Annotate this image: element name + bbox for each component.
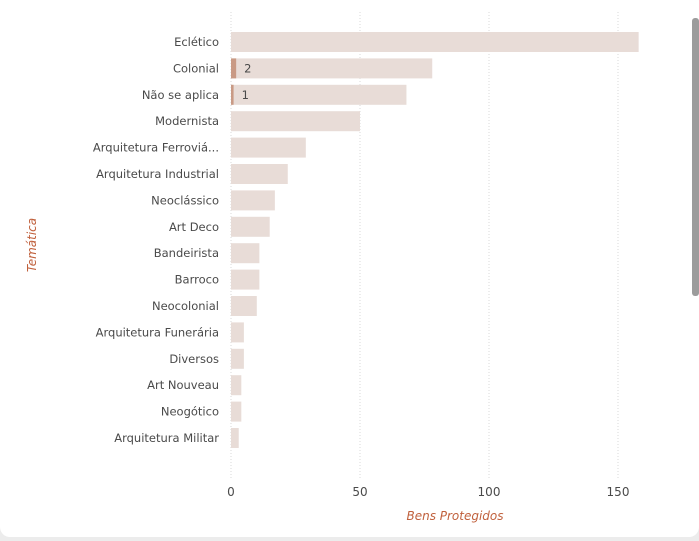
category-label: Neocolonial: [152, 299, 219, 313]
category-label: Arquitetura Funerária: [96, 325, 219, 339]
bar[interactable]: [231, 190, 275, 211]
category-label: Arquitetura Militar: [114, 431, 219, 445]
category-label: Bandeirista: [154, 246, 219, 260]
grid-lines: [230, 12, 619, 478]
bar[interactable]: [231, 322, 244, 343]
category-label: Diversos: [169, 352, 219, 366]
category-label: Neogótico: [161, 405, 219, 419]
category-label: Eclético: [174, 35, 219, 49]
category-label: Arquitetura Industrial: [96, 167, 219, 181]
bar[interactable]: [231, 269, 260, 290]
x-tick-labels: 0 50 100 150: [227, 485, 629, 499]
vertical-scrollbar[interactable]: [692, 18, 699, 296]
category-label: Colonial: [173, 61, 219, 75]
bar[interactable]: [231, 137, 306, 158]
bar[interactable]: [231, 164, 288, 184]
bar[interactable]: [231, 243, 260, 264]
category-label: Modernista: [155, 114, 219, 128]
highlight-bar[interactable]: [231, 58, 237, 79]
bars[interactable]: 21: [231, 32, 639, 448]
bar[interactable]: [231, 216, 270, 237]
bar[interactable]: [231, 375, 242, 396]
y-axis-title: Temática: [25, 218, 39, 272]
data-label: 2: [244, 61, 251, 75]
bar[interactable]: [231, 428, 239, 448]
bar[interactable]: [231, 84, 407, 105]
category-labels: Eclético Colonial Não se aplica Modernista A…: [93, 35, 219, 445]
category-label: Art Nouveau: [147, 378, 219, 392]
bar[interactable]: [231, 111, 360, 132]
data-label: 1: [242, 88, 249, 102]
category-label: Art Deco: [169, 220, 219, 234]
bar[interactable]: [231, 32, 639, 52]
bar[interactable]: [231, 58, 433, 79]
bar[interactable]: [231, 348, 244, 369]
category-label: Não se aplica: [142, 88, 219, 102]
x-axis-title: Bens Protegidos: [406, 509, 503, 523]
category-label: Barroco: [175, 273, 219, 287]
x-tick-label: 0: [227, 485, 235, 499]
category-label: Arquitetura Ferroviá...: [93, 141, 219, 155]
bar[interactable]: [231, 401, 242, 422]
bar[interactable]: [231, 296, 257, 316]
highlight-bar[interactable]: [231, 84, 234, 105]
x-tick-label: 50: [352, 485, 367, 499]
x-tick-label: 150: [607, 485, 630, 499]
category-label: Neoclássico: [151, 193, 219, 207]
x-tick-label: 100: [478, 485, 501, 499]
